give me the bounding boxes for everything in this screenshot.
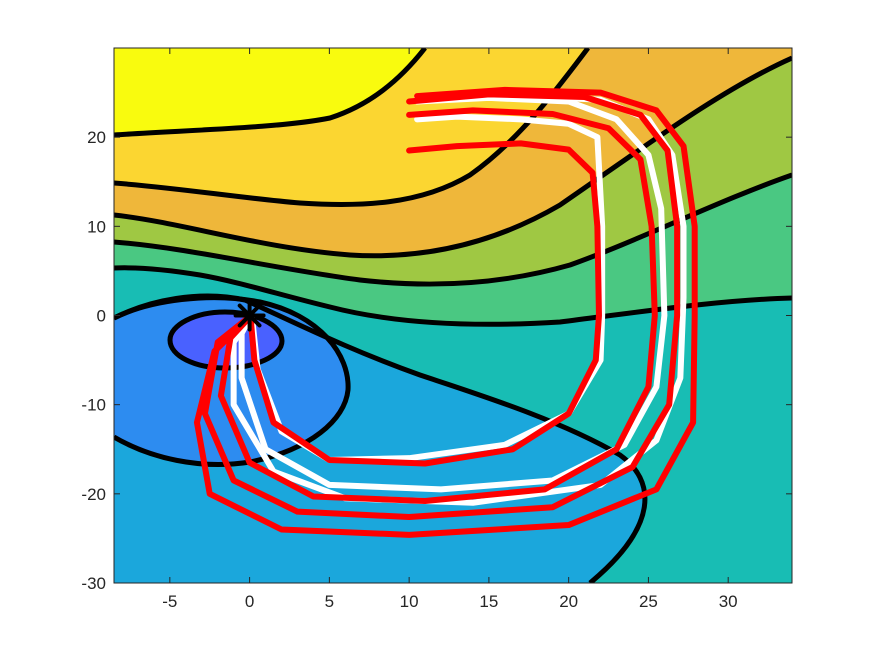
source-marker [233,299,266,332]
trajectory-group [193,86,698,538]
y-axis: -30 -20 -10 0 10 20 [81,128,792,593]
contour-line-7 [114,295,351,467]
filled-region-level-2 [114,48,588,205]
trajectory-7 [193,86,698,538]
plot-area [114,48,792,583]
y-tick-label: -20 [81,485,106,504]
x-tick-label: 15 [479,592,498,611]
filled-region-level-4 [114,58,792,285]
trajectory-4 [248,140,602,467]
contour-line-3 [114,55,792,259]
x-tick-label: 25 [639,592,658,611]
y-tick-label: 0 [97,307,106,326]
x-tick-label: 0 [245,592,254,611]
y-tick-label: -10 [81,396,106,415]
filled-region-level-5 [114,175,792,325]
contour-line-8 [167,309,285,371]
trajectory-2 [238,94,668,493]
y-tick-label: 20 [87,128,106,147]
x-tick-label: 30 [719,592,738,611]
contour-line-5 [114,265,792,327]
x-tick-label: 5 [325,592,334,611]
trajectory-5 [217,107,658,504]
source-marker-stroke [237,303,262,328]
x-axis: -5 0 5 10 15 20 25 30 [162,48,738,611]
x-tick-label: 10 [400,592,419,611]
x-tick-label: -5 [162,592,177,611]
trajectory-6 [201,91,681,521]
contour-line-1 [114,48,427,138]
y-tick-label: -30 [81,574,106,593]
y-tick-label: 10 [87,217,106,236]
filled-region-level-1 [114,48,425,135]
x-tick-label: 20 [559,592,578,611]
